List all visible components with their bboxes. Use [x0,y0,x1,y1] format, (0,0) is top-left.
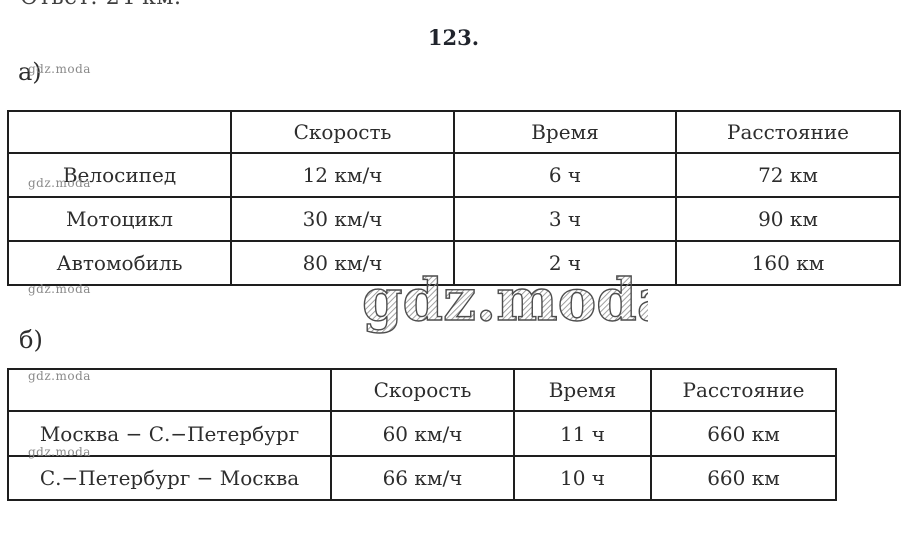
problem-number-heading: 123. [427,25,480,50]
table-a-cell: 30 км/ч [230,196,455,242]
table-b-cell: 66 км/ч [330,455,515,501]
table-b-cell: 60 км/ч [330,410,515,457]
table-b-cell: Москва − С.−Петербург [7,410,332,457]
table-b-cell: 11 ч [513,410,652,457]
table-a-header-time: Время [453,110,677,154]
previous-answer-text: Ответ: 24 км. [20,0,182,10]
table-b-cell: 10 ч [513,455,652,501]
table-a-cell: Автомобиль [7,240,232,286]
table-b-header-row: Скорость Время Расстояние [7,368,837,412]
table-b-cell: 660 км [650,410,837,457]
table-a-cell: 12 км/ч [230,152,455,198]
table-a-cell: 80 км/ч [230,240,455,286]
table-row: Мотоцикл 30 км/ч 3 ч 90 км [7,196,901,242]
table-a-cell: 72 км [675,152,901,198]
table-a-header-row: Скорость Время Расстояние [7,110,901,154]
speed-time-distance-table-b: Скорость Время Расстояние Москва − С.−Пе… [7,368,837,501]
table-a-cell: Велосипед [7,152,232,198]
table-a-cell: 90 км [675,196,901,242]
table-b-header-time: Время [513,368,652,412]
table-row: Велосипед 12 км/ч 6 ч 72 км [7,152,901,198]
table-a-header-empty [7,110,232,154]
table-a-cell: Мотоцикл [7,196,232,242]
table-a-cell: 3 ч [453,196,677,242]
table-b-cell: 660 км [650,455,837,501]
section-b-label: б) [19,326,43,354]
table-a-header-speed: Скорость [230,110,455,154]
speed-time-distance-table-a: Скорость Время Расстояние Велосипед 12 к… [7,110,901,286]
table-b-header-distance: Расстояние [650,368,837,412]
table-b-header-speed: Скорость [330,368,515,412]
table-row: С.−Петербург − Москва 66 км/ч 10 ч 660 к… [7,455,837,501]
table-row: Автомобиль 80 км/ч 2 ч 160 км [7,240,901,286]
table-a-header-distance: Расстояние [675,110,901,154]
table-a-cell: 6 ч [453,152,677,198]
table-a-cell: 2 ч [453,240,677,286]
table-b-header-empty [7,368,332,412]
table-b-cell: С.−Петербург − Москва [7,455,332,501]
table-row: Москва − С.−Петербург 60 км/ч 11 ч 660 к… [7,410,837,457]
table-a-cell: 160 км [675,240,901,286]
section-a-label: а) [18,58,42,86]
